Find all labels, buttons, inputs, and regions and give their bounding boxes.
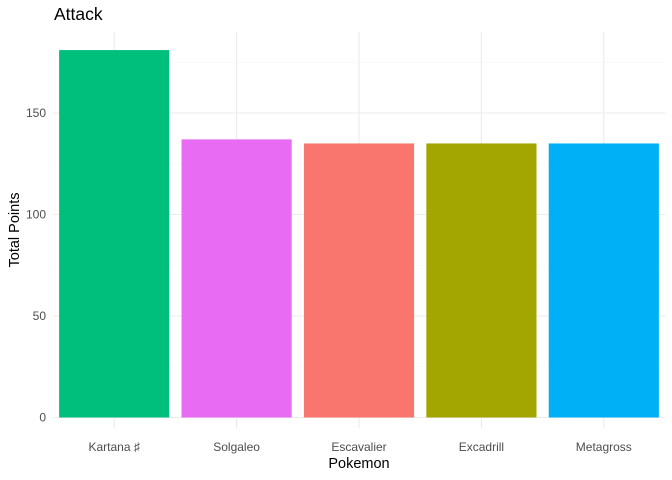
x-axis-tick-labels: Kartana ♯ Solgaleo Escavalier Excadrill Meta… xyxy=(89,440,632,454)
y-tick-label: 150 xyxy=(26,106,46,120)
x-tick-label: Solgaleo xyxy=(213,440,260,454)
bar xyxy=(59,50,170,418)
x-tick-label: Kartana ♯ xyxy=(89,440,140,454)
x-tick-label: Metagross xyxy=(576,440,632,454)
x-tick-label: Escavalier xyxy=(331,440,386,454)
y-tick-label: 50 xyxy=(33,309,47,323)
x-tick-label: Excadrill xyxy=(459,440,504,454)
bar xyxy=(303,143,415,418)
chart-title: Attack xyxy=(54,4,103,24)
bar xyxy=(426,143,537,418)
y-axis-tick-labels: 0 50 100 150 xyxy=(26,106,46,425)
bar xyxy=(181,139,292,418)
bar xyxy=(548,143,659,418)
bars xyxy=(59,50,659,418)
x-axis-title: Pokemon xyxy=(328,456,389,472)
y-tick-label: 100 xyxy=(26,208,46,222)
y-tick-label: 0 xyxy=(39,411,46,425)
y-axis-title: Total Points xyxy=(7,193,23,268)
